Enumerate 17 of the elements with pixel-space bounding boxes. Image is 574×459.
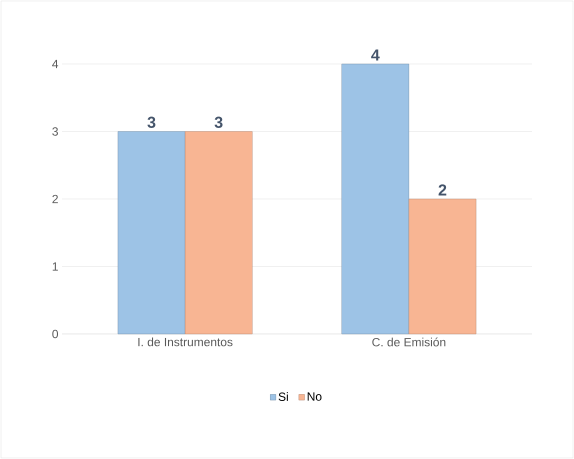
legend-label: Si [278, 392, 288, 401]
y-tick-label: 3 [52, 127, 58, 136]
bar [408, 198, 476, 334]
legend-label: No [308, 392, 322, 401]
bar [342, 64, 410, 334]
y-tick-label: 4 [52, 60, 58, 68]
bar [184, 131, 252, 334]
data-label: 3 [147, 116, 156, 128]
x-tick-label: C. de Emisión [372, 338, 446, 346]
bar [118, 131, 186, 334]
data-label: 2 [438, 184, 446, 196]
y-tick-label: 1 [52, 262, 58, 271]
x-tick-label: I. de Instrumentos [138, 338, 233, 346]
y-tick-label: 2 [52, 194, 58, 204]
y-tick-label: 0 [52, 330, 58, 338]
data-label: 3 [214, 116, 223, 128]
data-label: 4 [371, 50, 380, 60]
